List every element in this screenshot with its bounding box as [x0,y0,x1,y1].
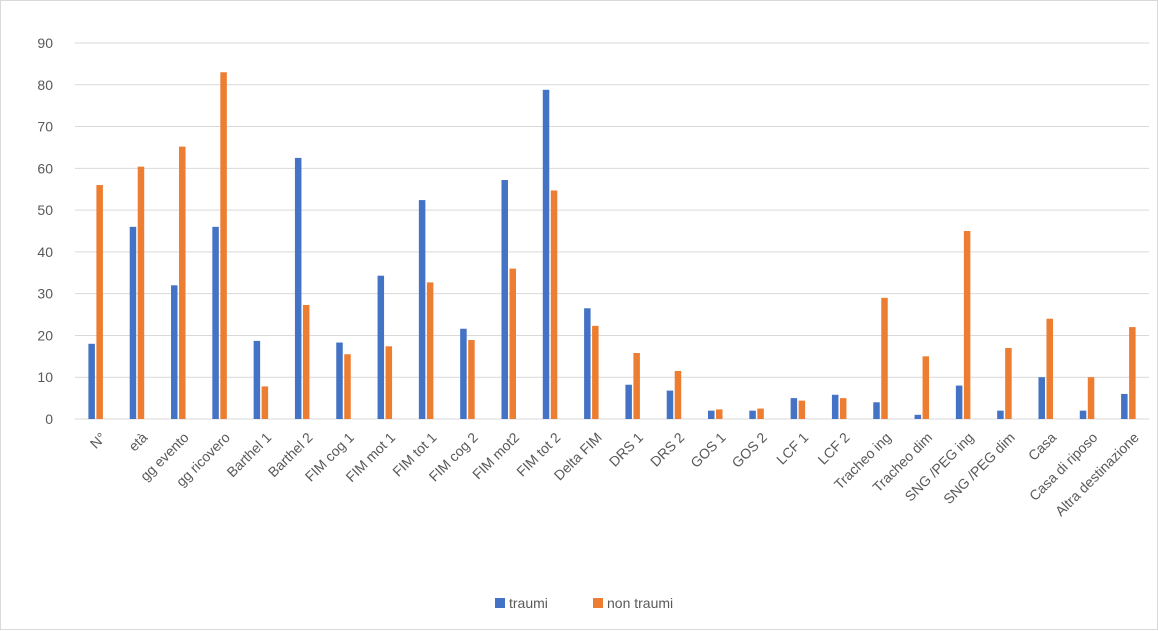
bar-non-traumi-25 [1129,327,1136,419]
bar-non-traumi-12 [592,325,599,419]
bar-traumi-9 [460,328,467,419]
bar-traumi-3 [212,226,219,419]
bar-traumi-1 [129,226,137,419]
legend-label-non-traumi: non traumi [607,595,673,611]
bar-traumi-17 [790,398,798,419]
y-tick-label: 80 [37,77,53,93]
bar-non-traumi-8 [426,282,434,419]
bar-non-traumi-7 [385,346,393,419]
bar-traumi-2 [171,285,178,419]
bar-traumi-19 [873,402,880,419]
bar-non-traumi-0 [96,185,103,419]
legend: traumi non traumi [495,595,673,611]
bar-traumi-14 [666,390,674,419]
bar-traumi-23 [1038,377,1045,419]
bar-traumi-13 [625,384,632,419]
x-category-label: DRS 2 [647,429,688,470]
bar-non-traumi-18 [839,398,847,419]
legend-label-traumi: traumi [509,595,548,611]
y-tick-label: 70 [37,119,53,135]
bar-non-traumi-19 [881,297,888,419]
bar-traumi-7 [377,275,385,419]
bar-traumi-21 [955,385,963,419]
bar-non-traumi-4 [261,386,269,419]
bar-non-traumi-3 [220,72,227,419]
bar-non-traumi-23 [1046,318,1053,419]
bar-traumi-6 [336,342,343,419]
bar-non-traumi-13 [633,352,640,419]
bar-traumi-8 [418,200,426,419]
x-category-label: Casa [1025,429,1060,464]
x-category-label: LCF 2 [814,429,852,467]
bar-traumi-24 [1079,410,1087,419]
y-tick-label: 40 [37,244,53,260]
x-category-label: LCF 1 [773,429,811,467]
bar-traumi-5 [294,157,302,419]
bar-non-traumi-5 [302,304,310,419]
x-category-label: Barthel 1 [223,429,274,480]
bar-non-traumi-2 [179,146,186,419]
x-category-label: N° [87,429,109,451]
bar-non-traumi-24 [1087,377,1095,419]
x-category-label: DRS 1 [606,429,647,470]
y-tick-label: 30 [37,286,53,302]
bar-traumi-20 [914,414,922,419]
bar-non-traumi-10 [509,268,516,419]
bar-non-traumi-14 [674,370,682,419]
legend-swatch-non-traumi [593,598,603,608]
x-category-label: SNG /PEG dim [940,429,1018,507]
bar-non-traumi-16 [757,408,764,419]
bar-traumi-11 [542,89,550,420]
bar-non-traumi-11 [550,190,558,419]
y-tick-label: 90 [37,35,53,51]
bar-non-traumi-1 [137,166,145,419]
y-tick-label: 10 [37,369,53,385]
bar-traumi-15 [708,410,715,419]
y-tick-label: 50 [37,202,53,218]
bar-traumi-0 [88,343,95,419]
bar-non-traumi-6 [344,354,351,419]
bar-non-traumi-22 [1005,347,1012,419]
bar-non-traumi-20 [922,356,930,419]
bar-traumi-12 [584,308,591,419]
x-category-label: età [125,429,150,454]
y-tick-label: 60 [37,160,53,176]
x-category-label: GOS 2 [728,429,770,471]
bar-traumi-16 [749,410,756,419]
legend-swatch-traumi [495,598,505,608]
bar-traumi-25 [1121,393,1128,419]
y-tick-label: 0 [45,411,53,427]
bar-non-traumi-21 [963,231,971,419]
bar-non-traumi-15 [716,409,723,419]
bar-non-traumi-9 [468,340,475,419]
bar-traumi-10 [501,180,508,419]
bar-non-traumi-17 [798,400,806,419]
x-category-label: GOS 1 [687,429,729,471]
y-tick-label: 20 [37,327,53,343]
bar-traumi-4 [253,340,261,419]
bar-traumi-18 [831,394,839,419]
bar-traumi-22 [997,410,1004,419]
